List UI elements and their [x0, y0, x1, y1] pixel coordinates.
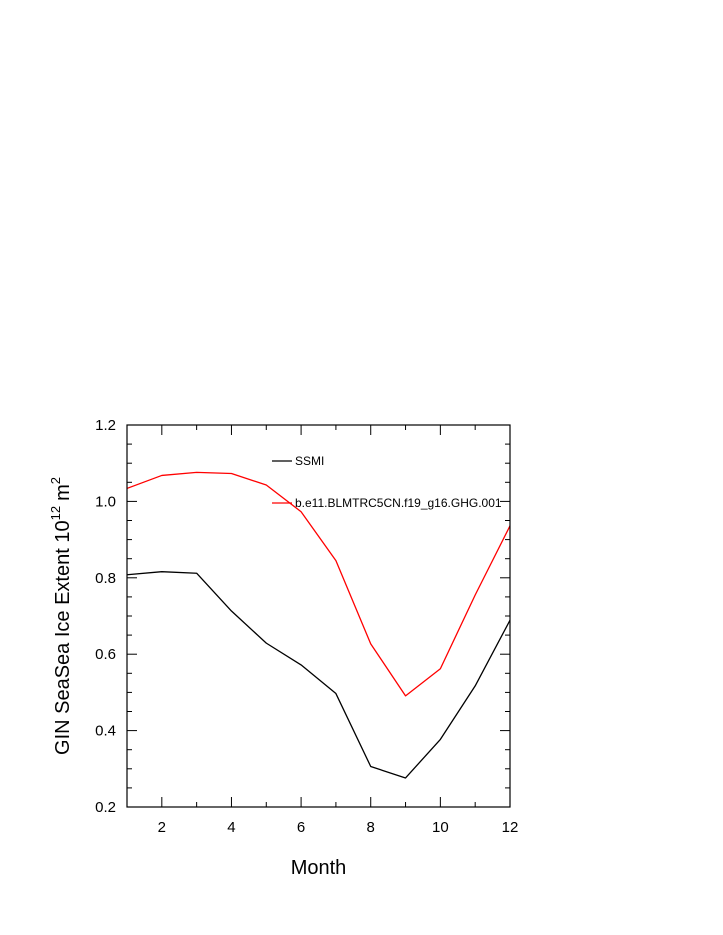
y-axis-title-unit-exponent: 2: [48, 477, 63, 484]
y-tick-label: 0.6: [95, 646, 116, 663]
legend: SSMI b.e11.BLMTRC5CN.f19_g16.GHG.001: [272, 454, 502, 510]
plot-frame: [126, 424, 511, 808]
series-lines: [126, 471, 511, 779]
x-tick-label: 12: [502, 819, 519, 836]
x-tick-label: 8: [367, 819, 375, 836]
series-line-1: [126, 571, 511, 779]
x-tick-label: 2: [158, 819, 166, 836]
y-axis-title-main: GIN SeaSea Ice Extent 10: [52, 520, 74, 755]
x-axis-title: Month: [291, 857, 347, 879]
y-tick-label: 1.0: [95, 493, 116, 510]
legend-label: SSMI: [295, 454, 324, 468]
y-tick-label: 0.8: [95, 570, 116, 587]
tick-labels: 2 4 6 8 10 12 0.2 0.4 0.6 0.8 1.0 1.2: [95, 417, 518, 836]
legend-label: b.e11.BLMTRC5CN.f19_g16.GHG.001: [295, 496, 502, 510]
y-axis-title-exponent: 12: [48, 506, 63, 520]
x-tick-label: 4: [227, 819, 235, 836]
y-tick-label: 1.2: [95, 417, 116, 434]
x-tick-label: 6: [297, 819, 305, 836]
y-axis-title: GIN SeaSea Ice Extent 1012 m2: [48, 477, 74, 755]
x-tick-label: 10: [432, 819, 449, 836]
y-tick-label: 0.4: [95, 723, 116, 740]
series-line-2: [126, 471, 511, 697]
axis-ticks: [126, 424, 511, 808]
y-axis-title-unit: m: [52, 484, 74, 501]
y-tick-label: 0.2: [95, 799, 116, 816]
